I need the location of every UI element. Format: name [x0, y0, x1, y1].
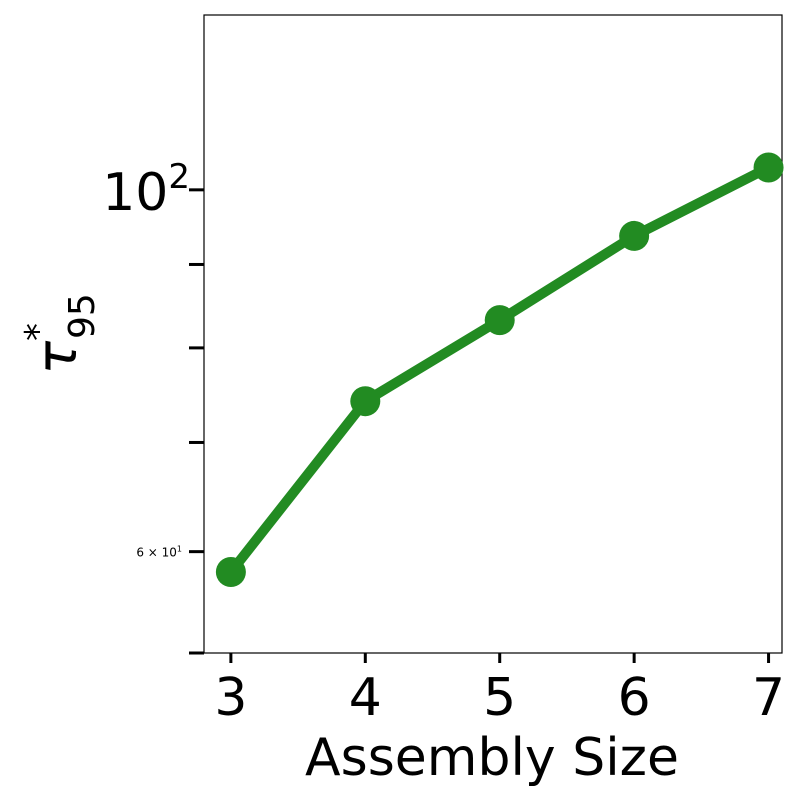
x-tick-label-3: 3 — [214, 668, 247, 728]
data-point-6 — [619, 220, 650, 251]
y-axis-label: τ*95 — [18, 293, 103, 375]
y-axis-label-superscript: * — [18, 323, 59, 341]
axis-ticks: 3 4 5 6 7 102 6 × 101 — [102, 157, 785, 728]
y-minor-tick-label-60: 6 × 101 — [136, 545, 182, 560]
x-axis-label: Assembly Size — [305, 728, 679, 788]
y-major-tick-label: 102 — [102, 157, 190, 223]
x-tick-label-4: 4 — [349, 668, 382, 728]
data-point-7 — [753, 152, 784, 183]
plot-frame — [203, 14, 783, 654]
series-line-0 — [225, 162, 774, 578]
x-tick-label-5: 5 — [483, 668, 516, 728]
svg-text:τ*95: τ*95 — [18, 293, 103, 375]
y-axis-label-symbol: τ — [25, 341, 90, 375]
x-tick-label-6: 6 — [618, 668, 651, 728]
series-layer — [215, 152, 784, 588]
data-point-3 — [215, 557, 246, 588]
data-point-4 — [350, 386, 381, 417]
data-point-5 — [484, 305, 515, 336]
x-tick-label-7: 7 — [752, 668, 785, 728]
y-axis-label-subscript: 95 — [62, 293, 103, 339]
